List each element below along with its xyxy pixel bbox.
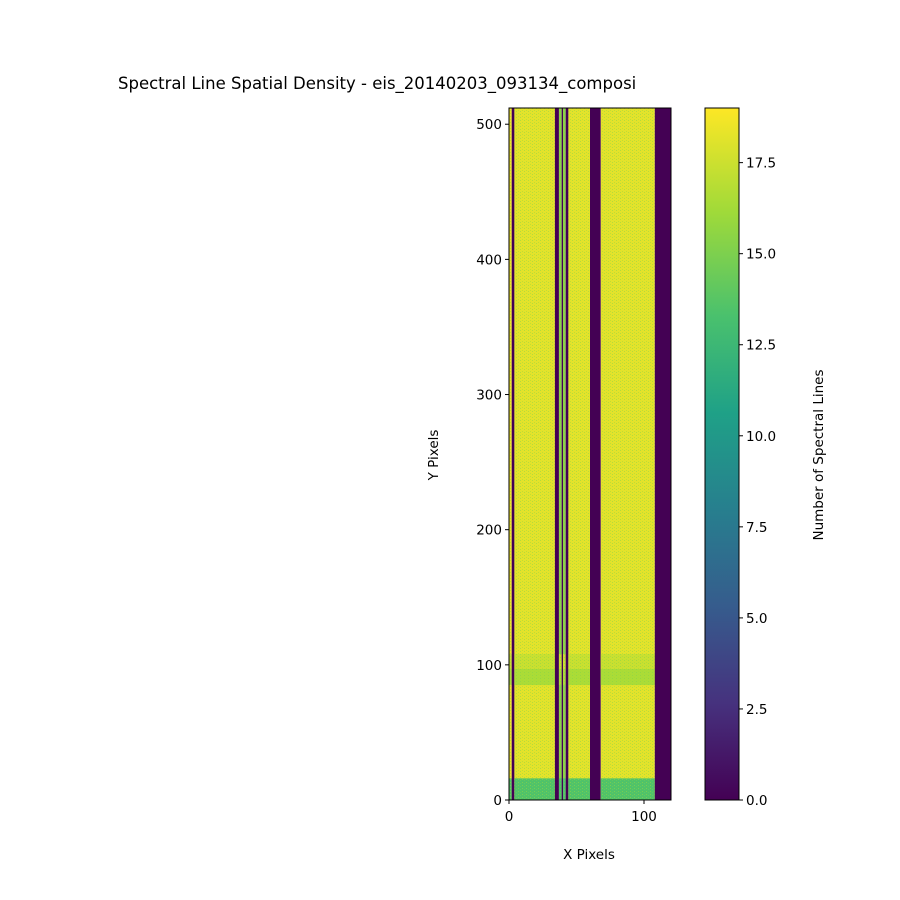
heatmap-noise-2 <box>514 108 555 800</box>
y-axis-label: Y Pixels <box>426 430 442 482</box>
colorbar-tick-label: 10.0 <box>746 429 776 445</box>
heatmap-noise-10 <box>600 108 655 800</box>
colorbar: 0.0 2.5 5.0 7.5 10.0 12.5 15.0 17.5 <box>704 107 776 809</box>
heatmap-column-11 <box>654 108 671 800</box>
y-tick-label: 200 <box>476 523 502 539</box>
y-tick-label: 500 <box>476 117 502 133</box>
plot-frame <box>508 107 672 801</box>
heatmap-noise-4 <box>558 108 562 800</box>
heatmap-noise-0 <box>509 108 512 800</box>
colorbar-label: Number of Spectral Lines <box>811 369 827 540</box>
colorbar-tick-label: 2.5 <box>746 702 767 718</box>
colorbar-tick-label: 7.5 <box>746 520 767 536</box>
colorbar-tick-label: 12.5 <box>746 338 776 354</box>
colorbar-tick-label: 0.0 <box>746 793 767 809</box>
heatmap-column-3 <box>554 108 559 800</box>
heatmap-column-7 <box>565 108 569 800</box>
heatmap-noise-8 <box>568 108 590 800</box>
x-tick-label: 0 <box>505 809 514 825</box>
heatmap-column-9 <box>590 108 601 800</box>
colorbar-tick-label: 15.0 <box>746 247 776 263</box>
colorbar-tick-label: 5.0 <box>746 611 767 627</box>
y-tick-label: 100 <box>476 658 502 674</box>
x-axis-label: X Pixels <box>563 847 615 863</box>
chart-title: Spectral Line Spatial Density - eis_2014… <box>118 74 637 93</box>
y-tick-label: 0 <box>493 793 502 809</box>
heatmap-noise-6 <box>563 108 566 800</box>
heatmap-plot <box>509 108 671 800</box>
y-tick-label: 300 <box>476 388 502 404</box>
heatmap-axes: 0 100 0 100 200 300 400 500 <box>476 107 672 825</box>
y-tick-label: 400 <box>476 252 502 268</box>
heatmap-column-1 <box>511 108 515 800</box>
x-tick-label: 100 <box>631 809 657 825</box>
colorbar-tick-label: 17.5 <box>746 156 776 172</box>
heatmap-column-5 <box>561 108 563 800</box>
colorbar-gradient <box>704 107 740 801</box>
